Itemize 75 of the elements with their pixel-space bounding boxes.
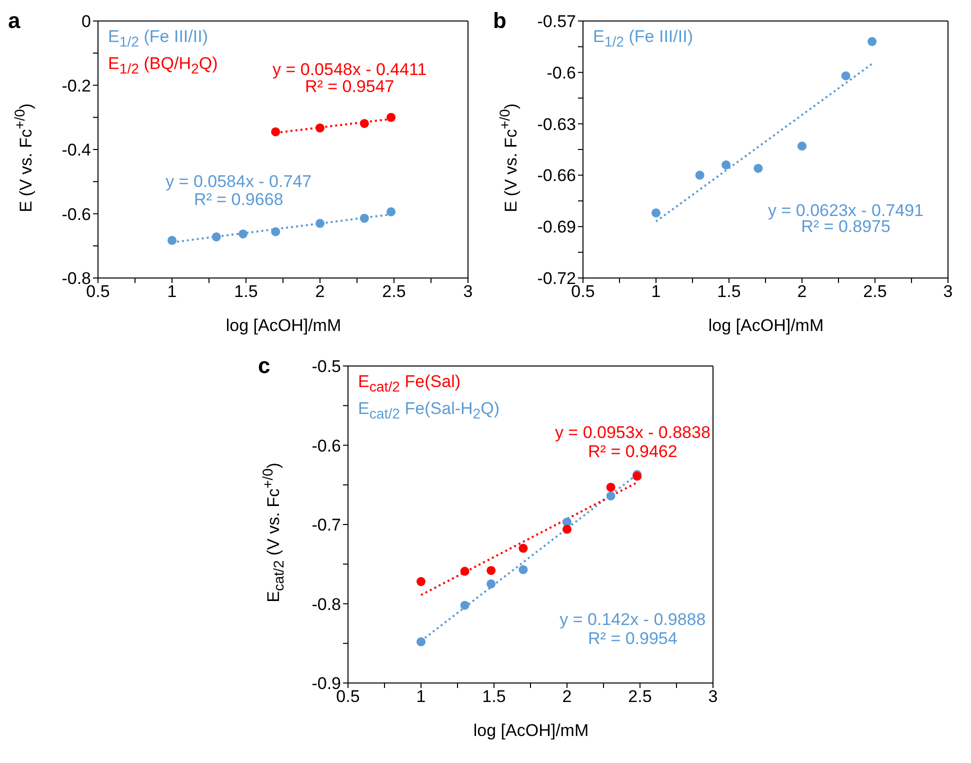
x-tick-label: 1 bbox=[416, 687, 426, 706]
point bbox=[797, 142, 807, 151]
text: E$_{1/2}$ (Fe III/II) bbox=[108, 26, 209, 52]
point bbox=[841, 71, 850, 80]
y-tick-label: -0.6 bbox=[62, 204, 91, 224]
y-tick-label: -0.2 bbox=[62, 76, 91, 96]
x-tick-label: 3 bbox=[463, 282, 473, 302]
point bbox=[360, 118, 369, 128]
x-tick-label: 2.5 bbox=[628, 687, 652, 706]
point bbox=[386, 207, 396, 216]
point bbox=[606, 491, 616, 500]
x-tick-label: 1.5 bbox=[234, 282, 258, 302]
y-tick-label: -0.57 bbox=[537, 12, 576, 32]
point bbox=[651, 208, 661, 218]
y-tick-label: -0.66 bbox=[537, 166, 576, 186]
point bbox=[386, 112, 396, 122]
annotation: R² = 0.9954 bbox=[588, 628, 678, 649]
chart-title: c bbox=[258, 353, 270, 379]
point bbox=[416, 577, 426, 586]
point bbox=[486, 566, 496, 575]
annotation: y = 0.0584x - 0.747 bbox=[166, 172, 312, 192]
x-tick-label: 1 bbox=[651, 282, 661, 302]
point bbox=[460, 600, 470, 610]
x-tick-label: 1 bbox=[167, 282, 177, 302]
point bbox=[518, 565, 528, 574]
x-tick-label: 3 bbox=[708, 687, 718, 706]
y-tick-label: -0.5 bbox=[312, 357, 341, 376]
x-tick-label: 2.5 bbox=[863, 282, 887, 302]
text: E$_{1/2}$ (Fe III/II) bbox=[593, 26, 693, 52]
x-tick-label: 3 bbox=[943, 282, 953, 302]
text: E$_{cat/2}$ Fe(Sal-H$_{2}$Q) bbox=[358, 398, 500, 425]
point bbox=[518, 544, 528, 553]
x-tick-label: 0.5 bbox=[571, 282, 595, 302]
x-axis-title: log [AcOH]/mM bbox=[707, 316, 825, 336]
y-tick-label: -0.6 bbox=[312, 436, 341, 456]
point bbox=[460, 566, 470, 576]
point bbox=[212, 232, 221, 242]
x-tick-label: 2 bbox=[315, 282, 325, 302]
point bbox=[271, 127, 280, 136]
point bbox=[416, 637, 426, 646]
text: E$_{1/2}$ (BQ/H$_{2}$Q) bbox=[108, 53, 218, 80]
annotation: y = 0.0953x - 0.8838 bbox=[554, 422, 710, 443]
x-tick-label: 2.5 bbox=[382, 282, 406, 302]
point bbox=[315, 218, 325, 228]
point bbox=[167, 236, 177, 245]
y-tick-label: -0.63 bbox=[537, 114, 576, 134]
point bbox=[315, 123, 325, 132]
y-tick-label: -0.8 bbox=[312, 594, 341, 614]
chart-title: a bbox=[8, 8, 20, 34]
point bbox=[486, 579, 496, 588]
text: E$_{cat/2}$ Fe(Sal) bbox=[358, 371, 462, 398]
y-tick-label: -0.4 bbox=[62, 140, 91, 160]
point bbox=[271, 227, 280, 236]
x-tick-label: 2 bbox=[797, 282, 807, 302]
annotation: R² = 0.9668 bbox=[194, 190, 284, 210]
point bbox=[722, 160, 731, 170]
y-tick-label: 0 bbox=[82, 12, 91, 32]
x-axis-title: log [AcOH]/mM bbox=[472, 721, 590, 741]
point bbox=[562, 524, 572, 534]
point bbox=[360, 214, 369, 223]
point bbox=[606, 482, 616, 492]
point bbox=[695, 170, 704, 180]
point bbox=[868, 37, 877, 46]
point bbox=[754, 164, 763, 173]
y-tick-label: -0.6 bbox=[546, 63, 576, 82]
x-tick-label: 2 bbox=[562, 687, 572, 706]
annotation: y = 0.142x - 0.9888 bbox=[560, 610, 706, 630]
y-tick-label: -0.7 bbox=[312, 516, 341, 535]
x-tick-label: 1.5 bbox=[717, 282, 741, 302]
chart-title: b bbox=[493, 8, 506, 34]
point bbox=[238, 229, 248, 238]
x-tick-label: 1.5 bbox=[482, 687, 506, 706]
y-tick-label: -0.69 bbox=[537, 218, 576, 237]
annotation: R² = 0.9462 bbox=[588, 442, 678, 462]
x-axis-title: log [AcOH]/mM bbox=[224, 316, 342, 336]
